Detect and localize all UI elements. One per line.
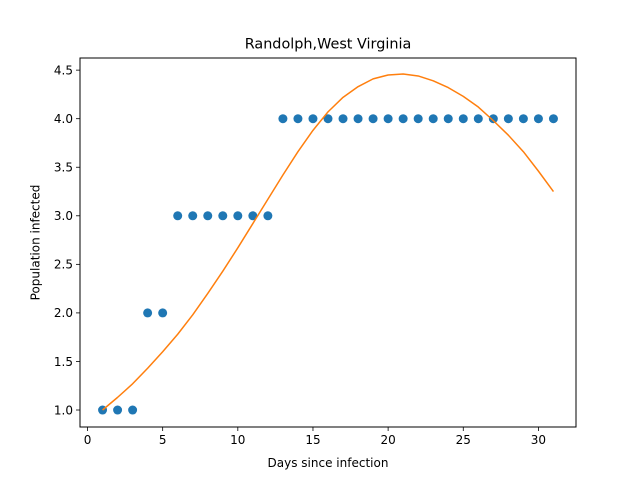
data-point: [398, 114, 408, 124]
data-point: [443, 114, 453, 124]
axes-frame: [79, 57, 577, 428]
data-point: [248, 211, 258, 221]
x-tick-label: 0: [84, 433, 92, 447]
data-point: [518, 114, 528, 124]
data-point: [143, 308, 153, 318]
data-point: [308, 114, 318, 124]
x-axis-label: Days since infection: [268, 456, 389, 470]
x-tick-label: 15: [305, 433, 320, 447]
fit-curve-line: [102, 73, 555, 411]
data-point: [263, 211, 273, 221]
y-tick-label: 4.5: [54, 63, 73, 77]
y-tick-label: 1.5: [54, 355, 73, 369]
x-tick-label: 20: [380, 433, 395, 447]
data-point: [323, 114, 333, 124]
data-point: [158, 308, 168, 318]
data-point: [548, 114, 558, 124]
data-point: [188, 211, 198, 221]
y-tick-label: 2.0: [54, 306, 73, 320]
data-point: [533, 114, 543, 124]
data-point: [383, 114, 393, 124]
x-tick-label: 25: [456, 433, 471, 447]
data-point: [278, 114, 288, 124]
data-point: [458, 114, 468, 124]
y-tick-label: 4.0: [54, 112, 73, 126]
data-point: [218, 211, 228, 221]
data-point: [428, 114, 438, 124]
chart-title: Randolph,West Virginia: [245, 37, 412, 53]
data-point: [488, 114, 498, 124]
data-point: [173, 211, 183, 221]
x-axis: 0 5 10 15 20 25 30: [84, 427, 546, 447]
x-tick-label: 5: [159, 433, 167, 447]
data-point: [368, 114, 378, 124]
data-point: [353, 114, 363, 124]
data-point: [113, 405, 123, 415]
data-point: [338, 114, 348, 124]
data-point: [473, 114, 483, 124]
x-tick-label: 30: [531, 433, 546, 447]
x-tick-label: 10: [230, 433, 245, 447]
plot-area: [98, 73, 558, 415]
y-tick-label: 1.0: [54, 403, 73, 417]
data-point: [203, 211, 213, 221]
data-point: [233, 211, 243, 221]
data-point: [413, 114, 423, 124]
data-point: [503, 114, 513, 124]
data-point: [293, 114, 303, 124]
y-axis: 1.0 1.5 2.0 2.5 3.0 3.5 4.0 4.5: [54, 63, 80, 417]
y-axis-label: Population infected: [29, 185, 43, 301]
y-tick-label: 3.0: [54, 209, 73, 223]
data-point: [128, 405, 138, 415]
y-tick-label: 2.5: [54, 258, 73, 272]
y-tick-label: 3.5: [54, 161, 73, 175]
